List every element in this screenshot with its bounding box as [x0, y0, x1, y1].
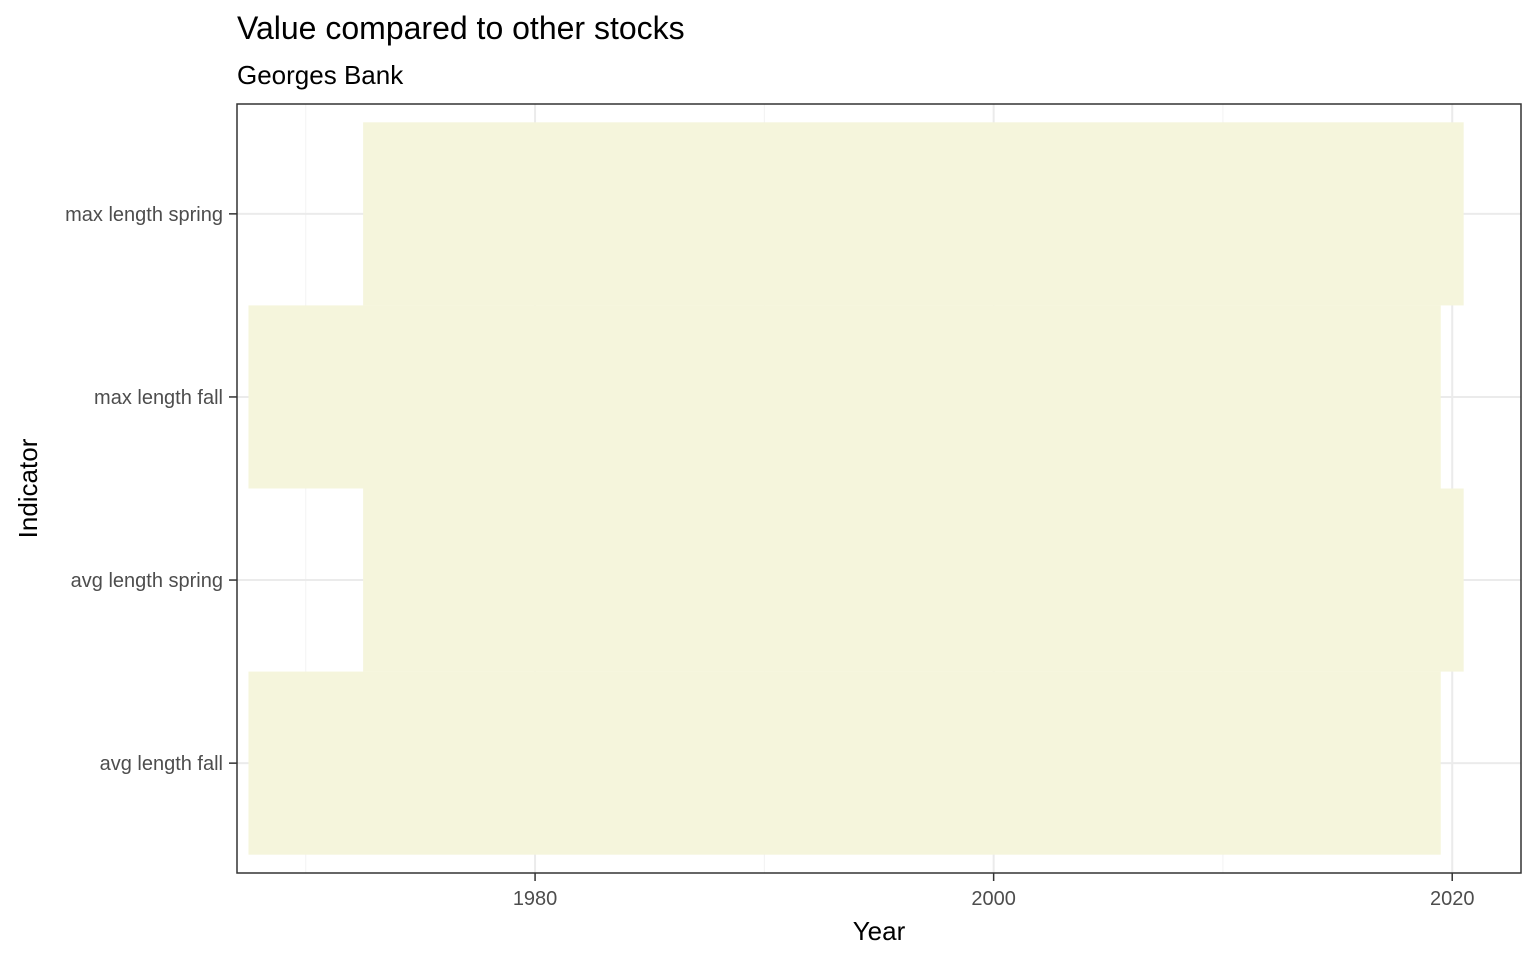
x-tick-label: 2020: [1430, 888, 1475, 910]
y-axis-title: Indicator: [13, 438, 43, 538]
x-axis-title: Year: [853, 916, 906, 946]
y-tick-label: avg length spring: [71, 570, 223, 592]
x-tick-label: 2000: [971, 888, 1016, 910]
bar-avg-length-fall: [248, 671, 1441, 855]
bar-max-length-spring: [363, 122, 1464, 306]
bar-max-length-fall: [248, 305, 1441, 489]
bar-avg-length-spring: [363, 488, 1464, 672]
y-tick-label: max length fall: [94, 387, 223, 409]
y-tick-label: max length spring: [65, 204, 223, 226]
y-tick-label: avg length fall: [100, 753, 223, 775]
chart-subtitle: Georges Bank: [237, 60, 404, 90]
panel-border: [236, 103, 1522, 874]
chart-title: Value compared to other stocks: [237, 10, 685, 46]
x-tick-label: 1980: [513, 888, 558, 910]
